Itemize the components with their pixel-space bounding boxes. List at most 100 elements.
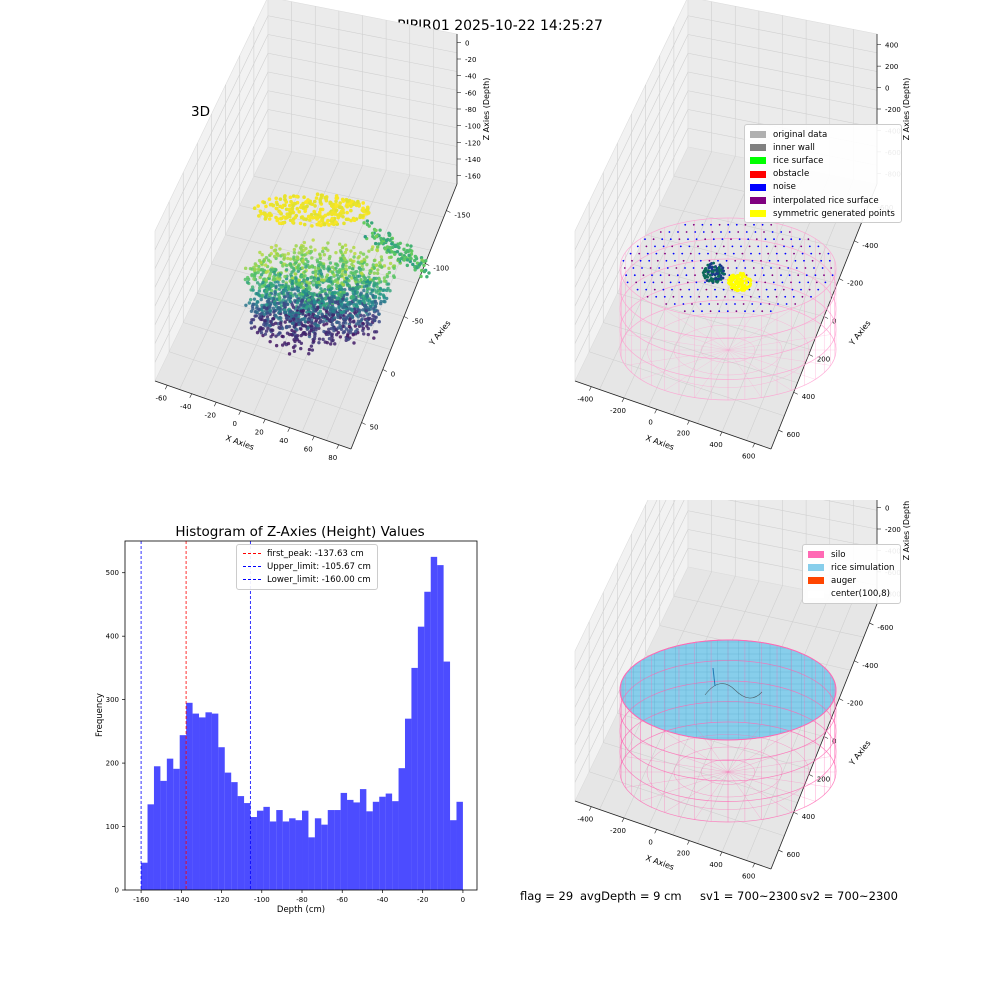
noise-point: [692, 310, 695, 313]
symmetric-point: [749, 282, 753, 286]
raw-point: [290, 279, 294, 283]
raw-point: [264, 303, 269, 307]
noise-point: [790, 238, 793, 241]
raw-point: [263, 332, 268, 336]
noise-point: [801, 295, 804, 298]
x-tick-label: -40: [377, 896, 388, 904]
raw-point: [272, 249, 277, 253]
noise-point: [824, 281, 827, 284]
noise-point: [691, 303, 693, 305]
raw-point: [277, 221, 282, 226]
raw-point: [323, 296, 328, 301]
raw-point: [267, 197, 272, 202]
raw-point: [250, 267, 254, 271]
raw-point: [262, 312, 267, 317]
raw-point: [357, 204, 361, 208]
y-tick-label: -200: [847, 280, 863, 288]
raw-point: [336, 280, 340, 285]
noise-point: [757, 288, 759, 291]
raw-point: [297, 209, 302, 214]
raw-point: [277, 277, 282, 282]
raw-point: [326, 212, 331, 216]
raw-point: [299, 346, 303, 351]
noise-point: [773, 238, 775, 241]
raw-point: [352, 298, 356, 303]
z-tick-label: 400: [885, 42, 898, 50]
y-tick: [793, 811, 798, 815]
raw-point: [245, 275, 250, 280]
raw-point: [281, 253, 285, 257]
raw-point: [292, 349, 297, 353]
raw-point: [339, 327, 344, 332]
symmetric-point: [732, 283, 736, 287]
raw-point: [422, 263, 426, 268]
histogram-y-ticks: 0 100 200 300 400 500: [106, 569, 125, 895]
raw-point: [311, 270, 315, 275]
wall-grid-line: [574, 34, 689, 269]
raw-point: [303, 253, 307, 257]
raw-point: [318, 207, 323, 212]
noise-point: [742, 303, 745, 305]
raw-point: [308, 304, 313, 308]
raw-point: [322, 266, 326, 271]
noise-point: [770, 223, 773, 226]
classify-legend-entry: original data: [750, 128, 895, 141]
classify-legend-label: obstacle: [773, 169, 810, 180]
histogram-bar: [321, 824, 328, 890]
raw-point: [288, 262, 293, 266]
classify-legend-entry: rice surface: [750, 154, 895, 167]
y-tick: [425, 263, 430, 266]
raw-point: [345, 210, 349, 215]
x-tick-label: 600: [742, 872, 755, 880]
raw-point: [382, 276, 387, 280]
noise-point: [797, 274, 800, 277]
classify-silo-cylinder: [619, 217, 837, 401]
noise-point: [653, 288, 656, 291]
raw-point: [348, 287, 352, 291]
noise-point: [674, 259, 676, 262]
raw-point: [295, 255, 300, 259]
raw-point: [349, 218, 353, 223]
raw-point: [310, 320, 314, 325]
raw-point: [332, 273, 336, 277]
raw-point: [349, 208, 353, 213]
noise-point: [658, 267, 661, 269]
raw-point: [419, 274, 423, 279]
raw-point: [288, 299, 292, 304]
raw-point: [304, 305, 309, 310]
histogram-bar: [340, 792, 348, 890]
raw-point: [252, 206, 257, 210]
raw-point: [310, 324, 314, 328]
raw-point: [275, 202, 280, 207]
noise-point: [749, 295, 752, 298]
noise-point: [655, 252, 658, 255]
noise-point: [763, 231, 765, 233]
raw-point: [359, 271, 364, 275]
raw-point: [261, 280, 265, 285]
x-tick-label: 80: [328, 454, 337, 462]
noise-point: [761, 223, 764, 226]
raw-point: [361, 267, 365, 271]
raw-point: [372, 266, 376, 270]
silo-floor-spoke: [727, 771, 831, 788]
raw-point: [311, 328, 315, 332]
raw-point: [271, 322, 275, 327]
raw-point: [355, 290, 360, 295]
raw-point: [324, 292, 328, 296]
raw-point: [382, 264, 387, 268]
classify-legend-swatch: [750, 131, 766, 139]
wall-grid-line: [267, 34, 458, 72]
raw-point: [382, 288, 386, 292]
raw-point: [249, 297, 253, 302]
raw-point: [258, 209, 263, 214]
y-tick-label: 200: [817, 355, 830, 363]
noise-point: [646, 295, 649, 298]
noise-point: [685, 231, 688, 233]
raw-point: [335, 273, 340, 277]
wall-grid-line: [687, 71, 878, 110]
x-tick-label: -80: [296, 896, 307, 904]
x-tick: [719, 431, 723, 437]
raw-point: [332, 294, 336, 298]
noise-point: [702, 231, 705, 233]
raw-point: [341, 214, 345, 219]
